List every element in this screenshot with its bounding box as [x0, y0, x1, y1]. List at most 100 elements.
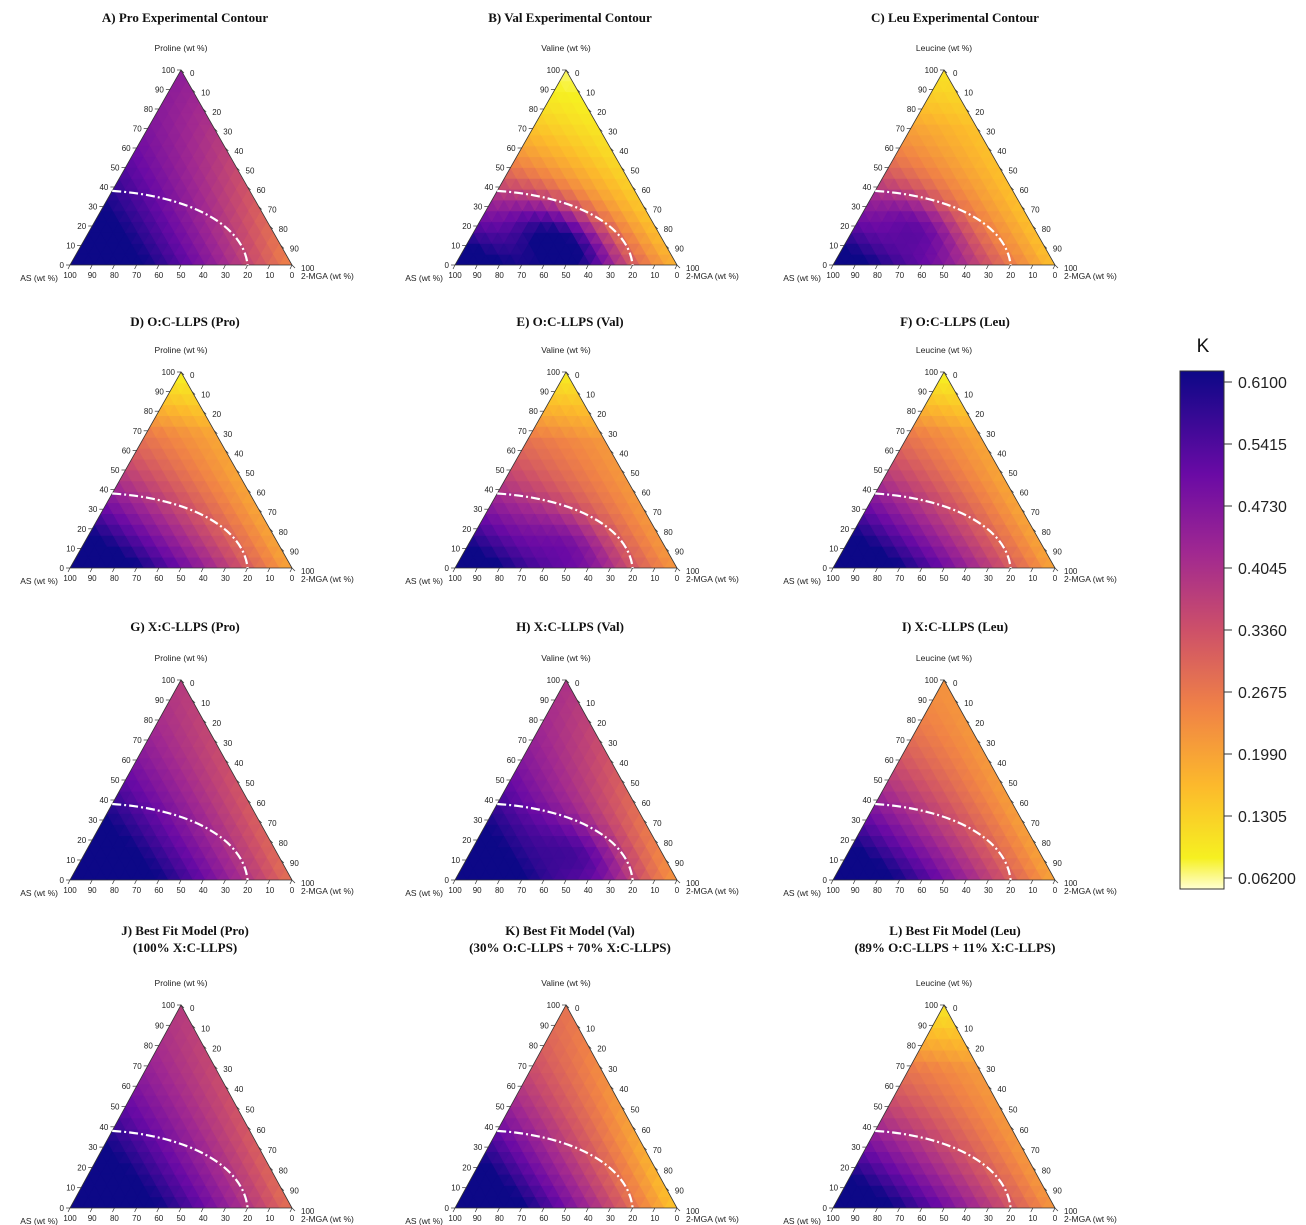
tick-label-right: 10: [586, 699, 595, 708]
tick-label-right: 90: [675, 547, 684, 556]
tick-mark: [986, 879, 989, 885]
tick-label-left: 30: [88, 816, 97, 825]
tick-mark: [236, 167, 240, 171]
tick-mark: [236, 1106, 240, 1110]
tick-mark: [875, 879, 878, 885]
tick-label-right: 70: [1031, 206, 1040, 215]
tick-label-right: 20: [597, 410, 606, 419]
tick-mark: [652, 879, 656, 885]
tick-mark: [643, 508, 647, 513]
tick-label-bottom: 0: [675, 886, 680, 895]
tick-label-left: 80: [144, 105, 153, 114]
tick-mark: [200, 879, 204, 885]
tick-mark: [986, 567, 989, 573]
tick-label-bottom: 50: [940, 1214, 949, 1223]
tick-mark: [202, 108, 207, 113]
tick-mark: [1054, 1207, 1059, 1212]
tick-mark: [497, 879, 500, 885]
panel-title: I) X:C-LLPS (Leu): [902, 619, 1008, 634]
tick-mark: [954, 1025, 959, 1029]
tick-mark: [519, 567, 522, 573]
axis-label-right: 2-MGA (wt %): [1064, 1214, 1117, 1224]
tick-label-bottom: 10: [650, 1214, 659, 1223]
tick-label-left: 80: [144, 716, 153, 725]
tick-label-left: 90: [918, 1021, 927, 1030]
tick-mark: [1052, 264, 1056, 270]
tick-label-left: 90: [918, 388, 927, 397]
tick-label-bottom: 60: [154, 886, 163, 895]
axis-label-left: AS (wt %): [783, 888, 821, 898]
tick-label-bottom: 90: [88, 574, 97, 583]
tick-label-right: 40: [234, 759, 243, 768]
ternary-panel: E) O:C-LLPS (Val)00100101090202080303070…: [405, 314, 739, 586]
tick-mark: [674, 567, 678, 573]
tick-label-bottom: 50: [562, 271, 571, 280]
tick-mark: [178, 567, 182, 573]
colorbar-tick-label: 0.1990: [1238, 747, 1287, 764]
tick-mark: [180, 1004, 185, 1009]
tick-label-left: 40: [99, 486, 108, 495]
tick-mark: [621, 167, 625, 171]
tick-label-left: 60: [885, 446, 894, 455]
tick-label-left: 40: [484, 486, 493, 495]
tick-mark: [89, 264, 93, 270]
tick-mark: [897, 1207, 900, 1213]
tick-mark: [541, 264, 545, 270]
tick-label-left: 0: [445, 261, 450, 270]
tick-label-left: 60: [122, 144, 131, 153]
tick-label-bottom: 60: [917, 574, 926, 583]
tick-label-bottom: 30: [606, 886, 615, 895]
tick-mark: [610, 759, 614, 764]
tick-label-left: 10: [66, 856, 75, 865]
tick-mark: [988, 147, 992, 152]
tick-label-right: 10: [201, 699, 210, 708]
tick-mark: [897, 567, 900, 573]
tick-label-left: 0: [823, 876, 828, 885]
tick-label-right: 30: [986, 128, 995, 137]
tick-label-left: 100: [162, 1001, 176, 1010]
tick-label-right: 10: [201, 89, 210, 98]
tick-label-bottom: 50: [177, 574, 186, 583]
tick-label-bottom: 60: [539, 574, 548, 583]
tick-label-right: 40: [997, 1085, 1006, 1094]
tick-label-left: 40: [484, 183, 493, 192]
colorbar-tick-label: 0.1305: [1238, 809, 1287, 826]
tick-label-left: 30: [473, 203, 482, 212]
colorbar-tick-label: 0.06200: [1238, 871, 1296, 888]
tick-label-right: 10: [964, 699, 973, 708]
tick-label-left: 0: [823, 564, 828, 573]
tick-mark: [89, 879, 93, 885]
tick-mark: [247, 1126, 251, 1131]
tick-label-bottom: 30: [606, 574, 615, 583]
axis-label-left: AS (wt %): [20, 888, 58, 898]
tick-label-bottom: 10: [650, 271, 659, 280]
tick-label-right: 0: [575, 679, 580, 688]
tick-mark: [67, 567, 71, 573]
tick-label-right: 100: [686, 567, 700, 576]
tick-mark: [1010, 799, 1014, 804]
tick-label-bottom: 50: [940, 574, 949, 583]
tick-label-bottom: 100: [448, 1214, 462, 1223]
tick-label-right: 30: [608, 128, 617, 137]
tick-mark: [474, 567, 478, 573]
tick-label-left: 50: [874, 1103, 883, 1112]
tick-mark: [965, 1045, 970, 1049]
tick-label-right: 100: [686, 879, 700, 888]
tick-label-bottom: 40: [199, 886, 208, 895]
tick-label-bottom: 100: [826, 271, 840, 280]
tick-mark: [112, 1207, 115, 1213]
tick-mark: [134, 1207, 137, 1213]
tick-mark: [565, 69, 570, 74]
tick-mark: [830, 264, 834, 270]
tick-label-left: 30: [473, 816, 482, 825]
tick-mark: [291, 879, 296, 884]
tick-mark: [665, 1187, 670, 1191]
tick-mark: [988, 759, 992, 764]
tick-mark: [541, 1207, 545, 1213]
tick-mark: [519, 1207, 522, 1213]
tick-label-bottom: 100: [63, 574, 77, 583]
tick-mark: [452, 879, 456, 885]
axis-label-right: 2-MGA (wt %): [1064, 886, 1117, 896]
tick-label-left: 20: [462, 525, 471, 534]
tick-mark: [674, 264, 678, 270]
